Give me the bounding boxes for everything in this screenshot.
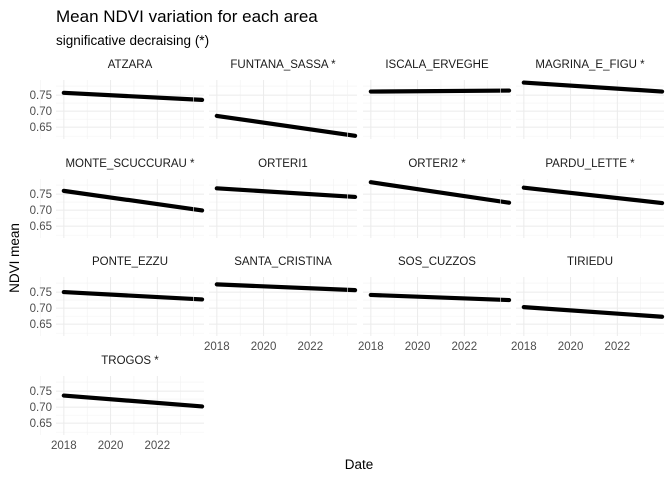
panel-iscala-erveghe: ISCALA_ERVEGHE bbox=[347, 59, 512, 139]
y-tick-label: 0.70 bbox=[30, 402, 52, 414]
trend-line-funtana-sassa bbox=[214, 113, 358, 138]
trend-line-atzara bbox=[61, 90, 205, 102]
panel-pardu-lette: PARDU_LETTE * bbox=[500, 158, 665, 238]
y-tick-label: 0.70 bbox=[30, 106, 52, 118]
y-tick-label: 0.65 bbox=[30, 319, 52, 331]
panel-strip-label: ORTERI1 bbox=[258, 158, 308, 170]
panel-ponte-ezzu: PONTE_EZZU 0.65 0.70 0.75 bbox=[30, 256, 205, 336]
trend-line-pardu-lette bbox=[521, 185, 665, 206]
panel-magrina-e-figu: MAGRINA_E_FIGU * bbox=[500, 59, 665, 139]
x-tick-label: 2018 bbox=[358, 341, 384, 353]
panel-strip-label: ORTERI2 * bbox=[408, 158, 466, 170]
panel-strip-label: SANTA_CRISTINA bbox=[234, 256, 332, 268]
x-tick-label: 2018 bbox=[204, 341, 230, 353]
x-tick-label: 2020 bbox=[558, 341, 584, 353]
y-tick-label: 0.75 bbox=[30, 287, 52, 299]
trend-line-orteri1 bbox=[214, 186, 358, 200]
panel-santa-cristina: SANTA_CRISTINA 2018 2020 2022 bbox=[193, 256, 358, 353]
panel-strip-label: FUNTANA_SASSA * bbox=[230, 59, 336, 71]
trend-line-orteri2 bbox=[368, 180, 512, 205]
panel-strip-label: PONTE_EZZU bbox=[92, 256, 168, 268]
panel-strip-label: SOS_CUZZOS bbox=[398, 256, 476, 268]
panel-trogos: TROGOS * 0.65 0.70 0.75 2018 2020 2022 bbox=[30, 355, 205, 452]
chart-title: Mean NDVI variation for each area bbox=[56, 7, 318, 26]
trend-line-sos-cuzzos bbox=[368, 292, 512, 303]
panel-sos-cuzzos: SOS_CUZZOS 2018 2020 2022 bbox=[347, 256, 512, 353]
panel-funtana-sassa: FUNTANA_SASSA * bbox=[193, 59, 358, 139]
facet-panels: ATZARA 0.65 0.70 0.75 FUNTANA_SASSA * ISCALA_… bbox=[30, 59, 665, 452]
x-tick-label: 2022 bbox=[605, 341, 631, 353]
trend-line-iscala-erveghe bbox=[368, 88, 512, 94]
chart-subtitle: significative decraising (*) bbox=[56, 33, 209, 48]
y-tick-label: 0.75 bbox=[30, 189, 52, 201]
panel-strip-label: ISCALA_ERVEGHE bbox=[385, 59, 489, 71]
y-tick-label: 0.70 bbox=[30, 205, 52, 217]
x-tick-label: 2020 bbox=[251, 341, 277, 353]
x-tick-label: 2020 bbox=[405, 341, 431, 353]
panel-strip-label: PARDU_LETTE * bbox=[545, 158, 635, 170]
trend-line-magrina-e-figu bbox=[521, 80, 665, 94]
panel-strip-label: TROGOS * bbox=[101, 355, 159, 367]
x-tick-label: 2022 bbox=[452, 341, 478, 353]
trend-line-tiriedu bbox=[521, 305, 665, 319]
trend-line-santa-cristina bbox=[214, 282, 358, 293]
x-tick-label: 2022 bbox=[298, 341, 324, 353]
y-tick-label: 0.65 bbox=[30, 122, 52, 134]
panel-tiriedu: TIRIEDU 2018 2020 2022 bbox=[500, 256, 665, 353]
y-tick-label: 0.70 bbox=[30, 303, 52, 315]
x-tick-label: 2020 bbox=[98, 440, 124, 452]
trend-line-trogos bbox=[61, 393, 205, 409]
x-tick-label: 2018 bbox=[511, 341, 537, 353]
y-tick-label: 0.65 bbox=[30, 221, 52, 233]
panel-strip-label: MAGRINA_E_FIGU * bbox=[535, 59, 645, 71]
trend-line-monte-scuccurau bbox=[61, 188, 205, 213]
x-tick-label: 2022 bbox=[145, 440, 171, 452]
panel-strip-label: ATZARA bbox=[108, 59, 153, 71]
panel-strip-label: TIRIEDU bbox=[567, 256, 613, 268]
x-tick-label: 2018 bbox=[51, 440, 77, 452]
y-tick-label: 0.75 bbox=[30, 90, 52, 102]
panel-orteri1: ORTERI1 bbox=[193, 158, 358, 238]
panel-monte-scuccurau: MONTE_SCUCCURAU * 0.65 0.70 0.75 bbox=[30, 158, 205, 238]
y-tick-label: 0.75 bbox=[30, 386, 52, 398]
panel-strip-label: MONTE_SCUCCURAU * bbox=[65, 158, 195, 170]
panel-orteri2: ORTERI2 * bbox=[347, 158, 512, 238]
y-axis-label: NDVI mean bbox=[7, 223, 22, 293]
y-tick-label: 0.65 bbox=[30, 418, 52, 430]
trend-line-ponte-ezzu bbox=[61, 289, 205, 302]
panel-atzara: ATZARA 0.65 0.70 0.75 bbox=[30, 59, 205, 139]
x-axis-label: Date bbox=[345, 457, 374, 472]
